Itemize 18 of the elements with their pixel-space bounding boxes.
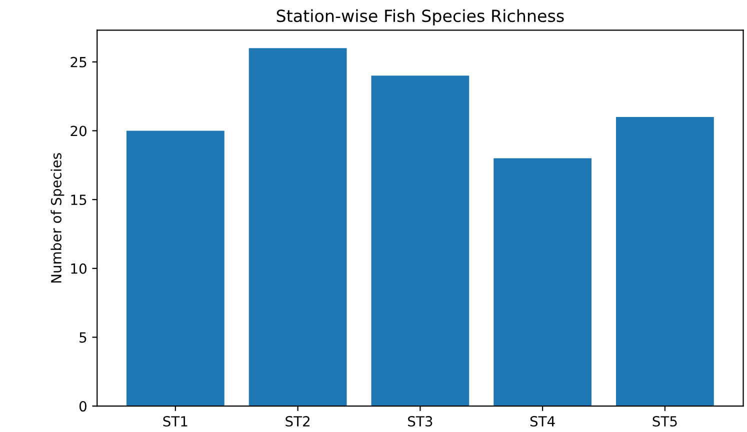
y-tick-label: 10 [71,263,86,274]
y-tick-label: 15 [71,194,86,206]
bar [371,76,470,406]
x-tick-label: ST5 [652,416,677,427]
x-tick-label: ST4 [530,416,555,427]
y-tick-label: 5 [80,332,86,343]
y-axis-title: Number of Species [50,153,64,283]
y-tick-label: 25 [70,56,86,68]
y-tick-label: 20 [70,126,86,136]
chart-title: Station-wise Fish Species Richness [276,9,564,26]
bar [494,158,592,406]
x-tick-label: ST3 [408,416,432,427]
y-tick-label: 0 [79,401,86,412]
bar [616,116,714,406]
bar [248,48,347,406]
x-tick-label: ST1 [163,416,188,427]
bar [126,130,224,406]
x-tick-label: ST2 [286,416,310,427]
